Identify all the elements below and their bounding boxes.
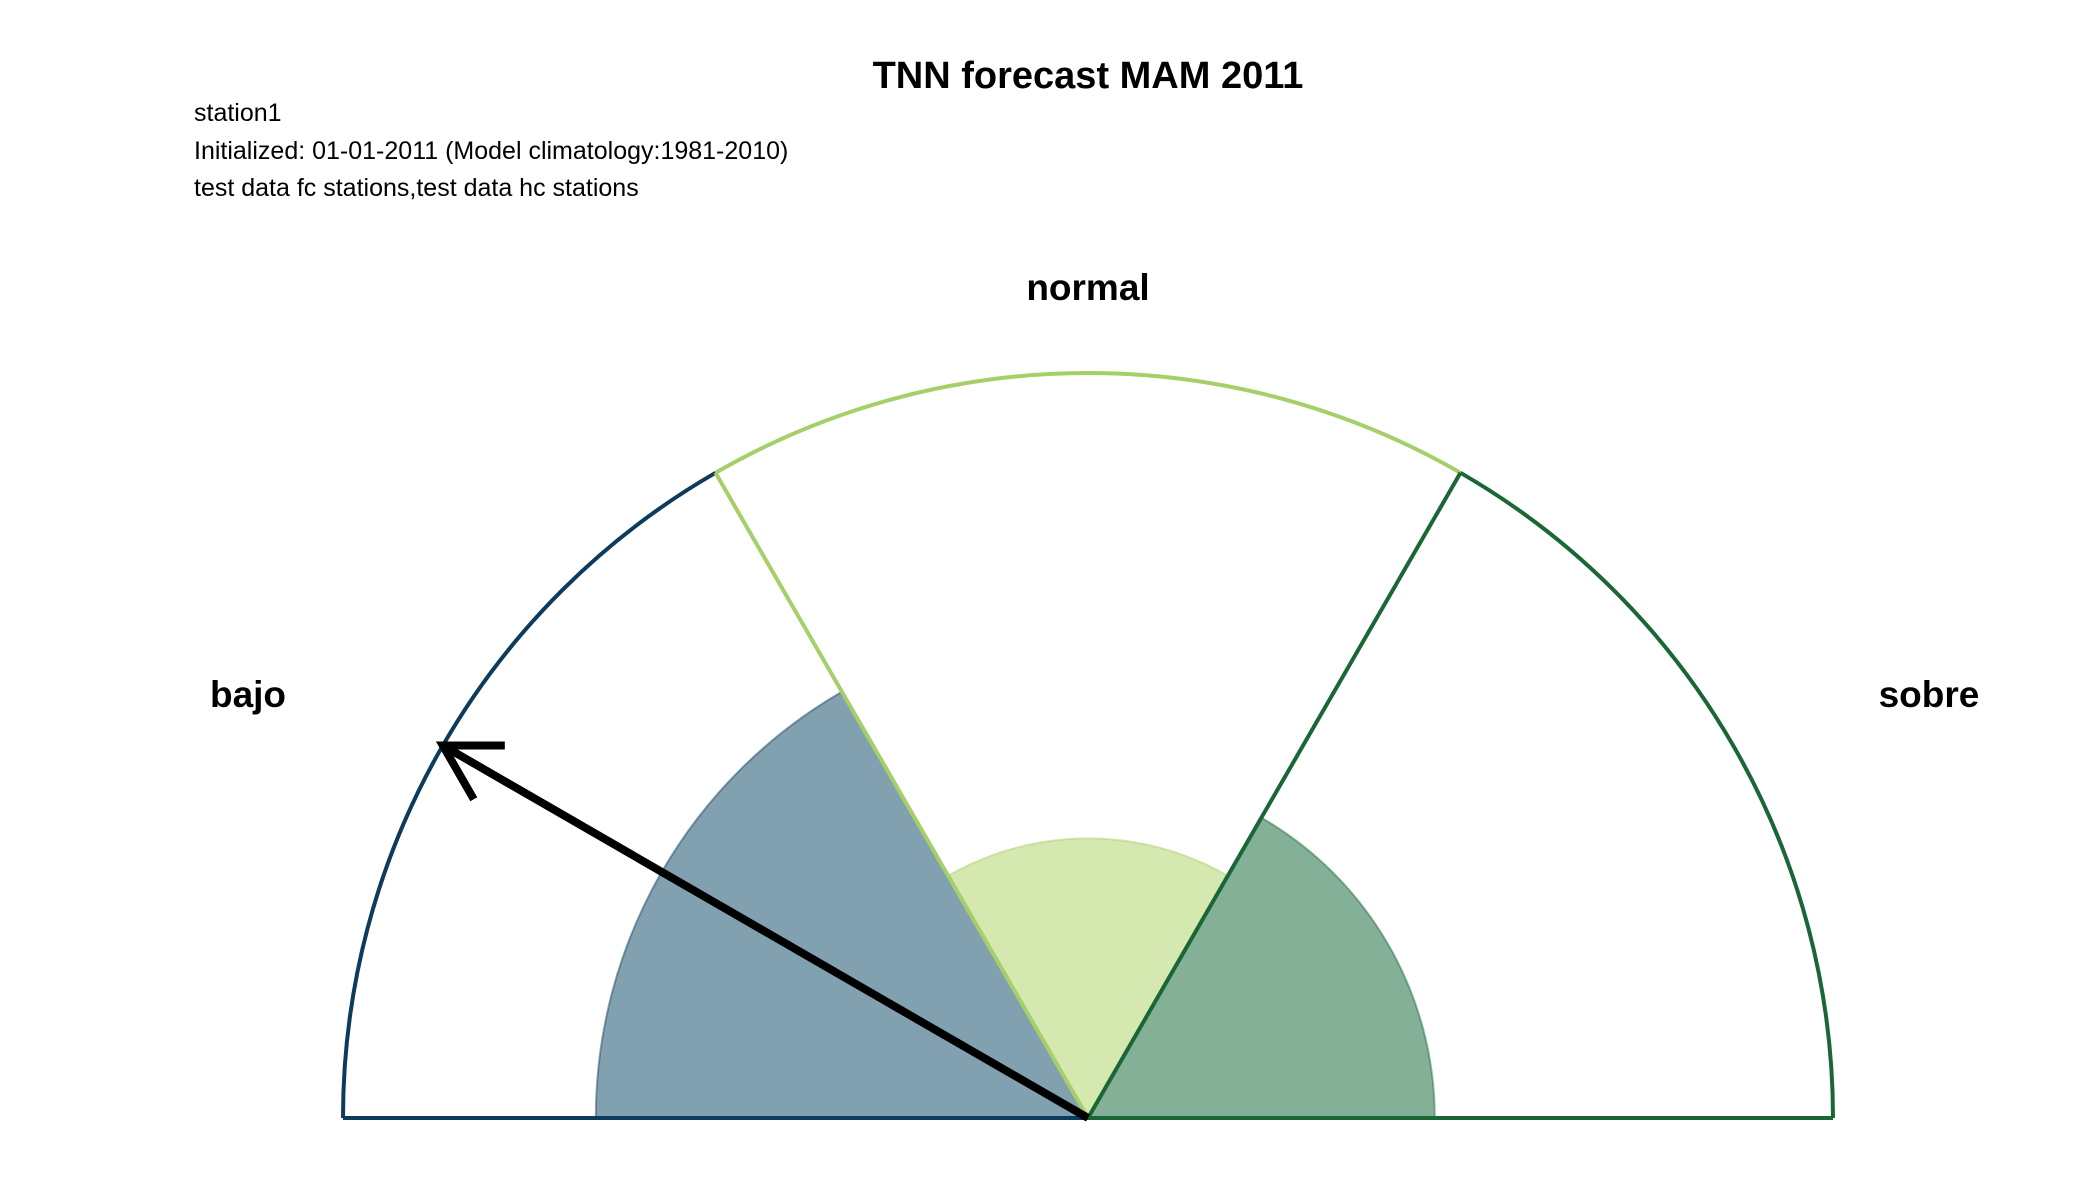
divider-normal <box>713 471 1090 1119</box>
subtitle-data-source: test data fc stations,test data hc stati… <box>194 174 639 202</box>
forecast-sectors <box>594 690 1436 1120</box>
sector-normal <box>946 837 1230 1120</box>
category-label-bajo: bajo <box>210 674 286 715</box>
arrow-shaft <box>440 742 1090 1122</box>
climatology-outline <box>341 371 1835 1120</box>
outline-arc-sobre <box>1459 471 1835 1119</box>
divider-sobre <box>1086 471 1463 1119</box>
category-label-normal: normal <box>1026 267 1149 308</box>
sector-sobre <box>1086 816 1436 1119</box>
subtitle-station: station1 <box>194 99 282 127</box>
subtitle-initialized: Initialized: 01-01-2011 (Model climatolo… <box>194 137 788 165</box>
chart-title: TNN forecast MAM 2011 <box>873 55 1304 97</box>
arrow-head <box>435 741 505 802</box>
forecast-arrow <box>435 741 1090 1122</box>
outline-arc-normal <box>714 371 1462 475</box>
category-label-sobre: sobre <box>1879 674 1980 715</box>
